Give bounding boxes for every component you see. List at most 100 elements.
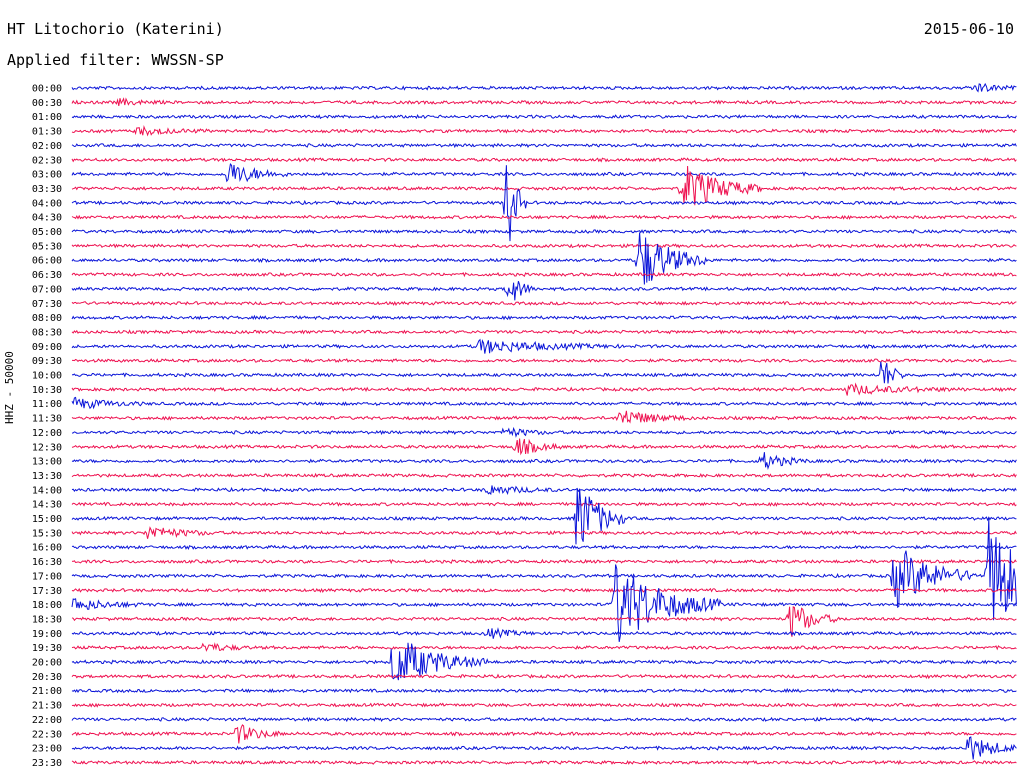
- time-label: 13:30: [32, 471, 62, 482]
- time-label: 00:30: [32, 98, 62, 109]
- trace-line: [71, 472, 1017, 479]
- time-label: 08:00: [32, 313, 62, 324]
- trace-line: [71, 673, 1017, 680]
- trace-line: [71, 124, 1017, 137]
- time-label: 15:30: [32, 528, 62, 539]
- time-label: 20:30: [32, 672, 62, 683]
- time-label: 19:00: [32, 629, 62, 640]
- trace-line: [71, 452, 1017, 470]
- station-title: HT Litochorio (Katerini): [7, 20, 224, 38]
- time-label: 00:00: [32, 84, 62, 95]
- time-label: 02:30: [32, 155, 62, 166]
- time-label: 09:30: [32, 356, 62, 367]
- trace-line: [71, 759, 1017, 766]
- trace-line: [71, 716, 1017, 723]
- trace-line: [71, 526, 1017, 539]
- trace-line: [71, 736, 1017, 760]
- time-label: 08:30: [32, 327, 62, 338]
- trace-line: [71, 361, 1017, 384]
- trace-line: [71, 627, 1017, 639]
- trace-line: [71, 642, 1017, 681]
- trace-line: [71, 702, 1017, 708]
- time-label: 02:00: [32, 141, 62, 152]
- time-label: 07:30: [32, 299, 62, 310]
- trace-line: [71, 587, 1017, 593]
- trace-line: [71, 271, 1017, 278]
- time-label: 13:00: [32, 457, 62, 468]
- time-label: 04:00: [32, 198, 62, 209]
- time-label: 01:30: [32, 127, 62, 138]
- trace-line: [71, 382, 1017, 396]
- time-label: 12:30: [32, 442, 62, 453]
- trace-line: [71, 300, 1017, 306]
- time-label: 01:00: [32, 112, 62, 123]
- trace-line: [72, 358, 1017, 364]
- trace-line: [71, 544, 1017, 550]
- time-label: 22:00: [32, 715, 62, 726]
- time-label: 10:30: [32, 385, 62, 396]
- time-label: 06:00: [32, 256, 62, 267]
- trace-line: [71, 438, 1017, 456]
- trace-line: [71, 396, 1017, 410]
- time-label: 21:00: [32, 686, 62, 697]
- time-label: 18:00: [32, 600, 62, 611]
- trace-line: [71, 724, 1017, 744]
- time-label: 15:00: [32, 514, 62, 525]
- trace-line: [71, 232, 1017, 285]
- trace-line: [71, 501, 1017, 507]
- time-label: 16:30: [32, 557, 62, 568]
- trace-line: [71, 82, 1017, 93]
- trace-line: [71, 228, 1017, 235]
- time-label: 11:30: [32, 414, 62, 425]
- time-label: 05:00: [32, 227, 62, 238]
- time-label: 17:30: [32, 586, 62, 597]
- time-label: 04:30: [32, 213, 62, 224]
- date-label: 2015-06-10: [923, 20, 1014, 38]
- time-label: 14:00: [32, 485, 62, 496]
- time-label: 09:00: [32, 342, 62, 353]
- trace-line: [71, 163, 1017, 183]
- trace-line: [71, 485, 1017, 496]
- time-label: 07:00: [32, 284, 62, 295]
- trace-line: [71, 329, 1017, 335]
- trace-line: [71, 157, 1017, 163]
- time-label: 12:00: [32, 428, 62, 439]
- trace-line: [71, 426, 1017, 438]
- time-label: 10:00: [32, 371, 62, 382]
- trace-line: [71, 165, 1017, 242]
- time-label: 23:00: [32, 744, 62, 755]
- time-label: 23:30: [32, 758, 62, 769]
- time-label: 16:00: [32, 543, 62, 554]
- trace-line: [71, 642, 1017, 652]
- trace-line: [71, 165, 1017, 206]
- trace-line: [71, 558, 1017, 565]
- time-label: 17:00: [32, 571, 62, 582]
- trace-line: [71, 410, 1017, 424]
- trace-line: [71, 281, 1017, 301]
- trace-line: [71, 606, 1017, 637]
- trace-line: [71, 142, 1017, 149]
- trace-line: [71, 214, 1017, 220]
- trace-line: [71, 338, 1017, 354]
- time-label: 11:00: [32, 399, 62, 410]
- trace-line: [71, 114, 1017, 120]
- trace-line: [71, 97, 1017, 107]
- trace-line: [71, 564, 1017, 642]
- time-label: 03:00: [32, 170, 62, 181]
- time-label: 20:00: [32, 658, 62, 669]
- time-label: 21:30: [32, 701, 62, 712]
- time-label: 06:30: [32, 270, 62, 281]
- time-label: 14:30: [32, 500, 62, 511]
- trace-line: [71, 314, 1017, 321]
- time-label: 19:30: [32, 643, 62, 654]
- time-label: 05:30: [32, 241, 62, 252]
- time-label: 22:30: [32, 729, 62, 740]
- time-label: 03:30: [32, 184, 62, 195]
- trace-line: [71, 243, 1017, 249]
- trace-line: [71, 517, 1017, 621]
- trace-line: [71, 687, 1017, 694]
- trace-line: [71, 488, 1017, 545]
- filter-label: Applied filter: WWSSN-SP: [7, 51, 224, 69]
- time-label: 18:30: [32, 614, 62, 625]
